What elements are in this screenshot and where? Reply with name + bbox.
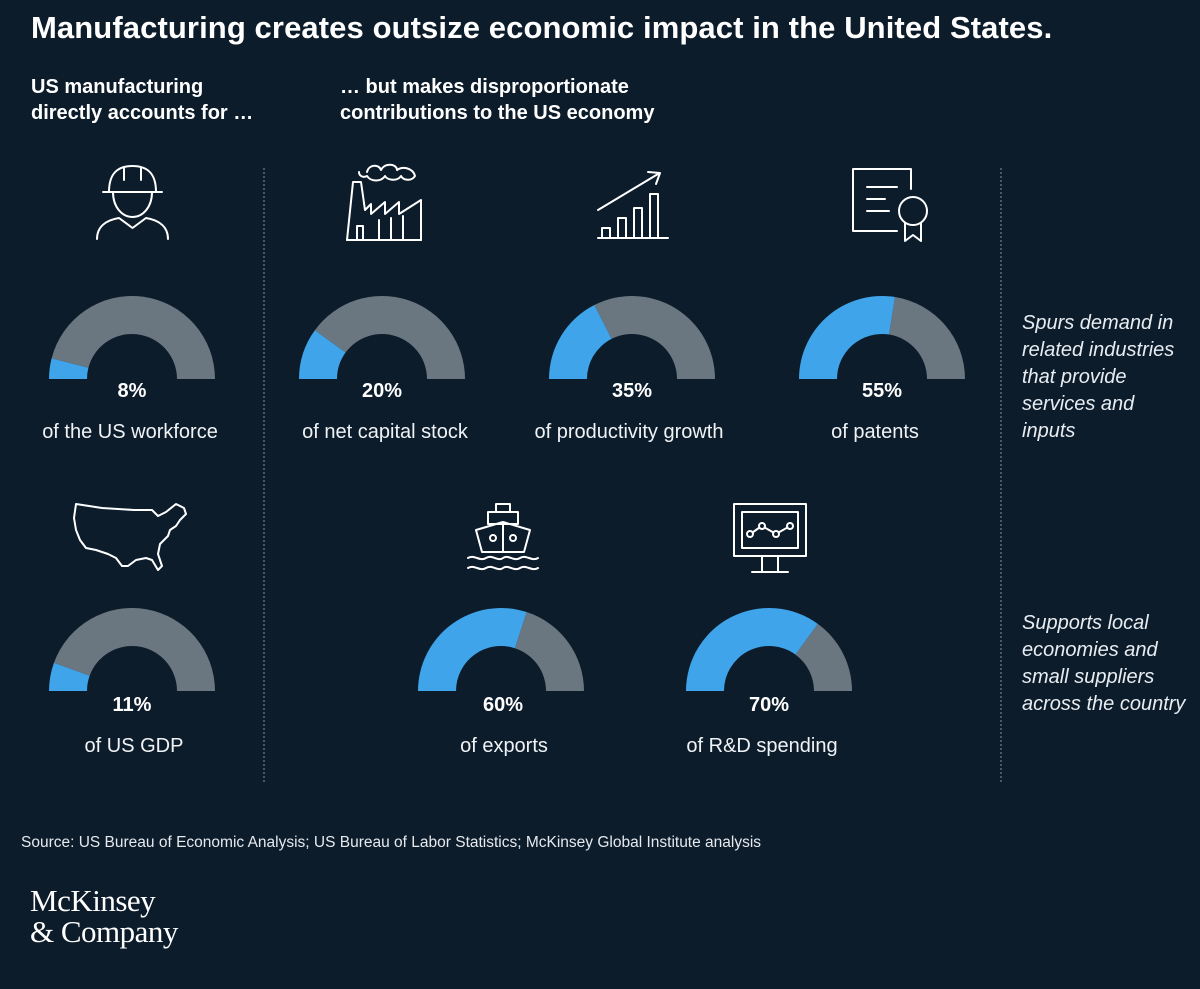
gauge-remainder-gdp [53, 608, 216, 691]
item-label-rnd: of R&D spending [686, 735, 838, 757]
value-label-workforce: 8% [117, 380, 147, 402]
gauge-share-rnd [686, 608, 818, 691]
gauge-share-gdp [49, 662, 90, 691]
value-label-productivity: 35% [611, 380, 653, 402]
gauge-productivity [549, 296, 715, 379]
item-label-workforce: of the US workforce [42, 421, 218, 443]
value-label-capital: 20% [361, 380, 403, 402]
item-label-exports: of exports [460, 735, 548, 757]
gauge-exports [418, 608, 584, 691]
item-label-capital: of net capital stock [302, 421, 468, 443]
factory-icon [346, 163, 422, 241]
gauge-workforce [49, 296, 215, 379]
value-label-gdp: 11% [112, 694, 152, 716]
gauge-remainder-exports [514, 612, 584, 691]
item-label-patents: of patents [831, 421, 919, 443]
left-heading: US manufacturing directly accounts for … [31, 76, 254, 124]
item-label-gdp: of US GDP [84, 735, 184, 757]
certificate-icon [852, 168, 928, 242]
gauge-rnd [686, 608, 852, 691]
value-label-patents: 55% [861, 380, 903, 402]
divider-right [1000, 168, 1002, 782]
source-note: Source: US Bureau of Economic Analysis; … [21, 834, 762, 851]
note-demand: Spurs demand in related industries that … [1022, 312, 1175, 442]
note-local-economies: Supports local economies and small suppl… [1022, 612, 1186, 715]
gauge-share-capital [299, 330, 346, 379]
gauge-share-patents [799, 296, 895, 379]
us-map-icon [73, 503, 187, 571]
worker-icon [96, 165, 169, 240]
monitor-icon [733, 503, 807, 573]
page-title: Manufacturing creates outsize economic i… [31, 10, 1053, 45]
ship-icon [467, 503, 539, 571]
gauge-remainder-rnd [795, 623, 852, 691]
gauge-capital [299, 296, 465, 379]
gauge-patents [799, 296, 965, 379]
item-label-productivity: of productivity growth [534, 421, 724, 443]
value-label-exports: 60% [482, 694, 524, 716]
company-logo: McKinsey & Company [30, 883, 178, 949]
gauge-remainder-patents [889, 297, 965, 379]
gauge-share-exports [418, 608, 527, 691]
value-label-rnd: 70% [748, 694, 790, 716]
gauge-remainder-workforce [51, 296, 215, 379]
gauge-remainder-productivity [594, 296, 715, 379]
growth-chart-icon [597, 171, 669, 239]
gauge-share-workforce [49, 358, 89, 379]
gauge-gdp [49, 608, 216, 691]
divider-left [263, 168, 265, 782]
right-heading: … but makes disproportionate contributio… [340, 76, 655, 124]
gauge-remainder-capital [314, 296, 465, 379]
gauge-share-productivity [549, 305, 612, 379]
